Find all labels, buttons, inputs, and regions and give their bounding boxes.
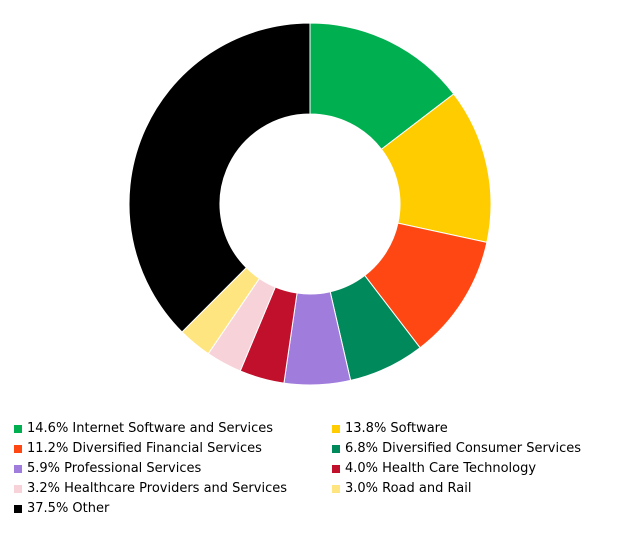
legend-label: 4.0% Health Care Technology (345, 461, 537, 476)
legend-item: 11.2% Diversified Financial Services (14, 439, 332, 459)
legend-swatch (14, 505, 22, 513)
legend-swatch (14, 465, 22, 473)
chart-legend: 14.6% Internet Software and Services 13.8… (14, 419, 614, 519)
legend-item: 3.2% Healthcare Providers and Services (14, 479, 332, 499)
legend-swatch (332, 465, 340, 473)
legend-item: 13.8% Software (332, 419, 614, 439)
donut-slices (128, 22, 492, 386)
legend-label: 11.2% Diversified Financial Services (27, 441, 262, 456)
legend-label: 3.0% Road and Rail (345, 481, 472, 496)
legend-item: 5.9% Professional Services (14, 459, 332, 479)
legend-item: 14.6% Internet Software and Services (14, 419, 332, 439)
legend-item: 3.0% Road and Rail (332, 479, 614, 499)
legend-label: 5.9% Professional Services (27, 461, 202, 476)
legend-item: 6.8% Diversified Consumer Services (332, 439, 614, 459)
legend-label: 6.8% Diversified Consumer Services (345, 441, 582, 456)
legend-label: 37.5% Other (27, 501, 110, 516)
legend-swatch (332, 485, 340, 493)
legend-label: 13.8% Software (345, 421, 448, 436)
legend-label: 3.2% Healthcare Providers and Services (27, 481, 287, 496)
legend-item: 4.0% Health Care Technology (332, 459, 614, 479)
legend-swatch (332, 445, 340, 453)
legend-swatch (14, 425, 22, 433)
pie-slice-8 (128, 22, 311, 333)
legend-label: 14.6% Internet Software and Services (27, 421, 274, 436)
donut-chart (128, 22, 492, 386)
legend-swatch (14, 485, 22, 493)
legend-swatch (14, 445, 22, 453)
legend-item: 37.5% Other (14, 499, 332, 519)
legend-swatch (332, 425, 340, 433)
